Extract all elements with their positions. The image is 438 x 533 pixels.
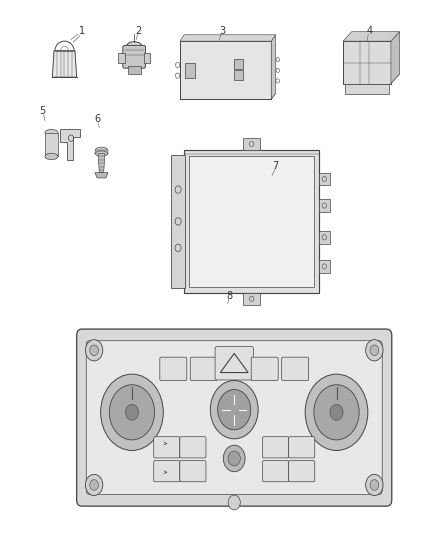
- Bar: [234, 70, 243, 80]
- Bar: [319, 231, 330, 244]
- FancyBboxPatch shape: [190, 357, 217, 381]
- Circle shape: [218, 390, 251, 430]
- Circle shape: [125, 405, 138, 420]
- Circle shape: [85, 340, 103, 361]
- Text: 4: 4: [366, 26, 372, 36]
- Text: 8: 8: [226, 290, 232, 301]
- Polygon shape: [391, 31, 399, 84]
- Polygon shape: [95, 173, 108, 178]
- Bar: [319, 173, 330, 185]
- Circle shape: [90, 480, 99, 490]
- FancyBboxPatch shape: [289, 437, 315, 458]
- Bar: [95, 150, 108, 154]
- Ellipse shape: [95, 147, 108, 152]
- Circle shape: [366, 340, 383, 361]
- FancyBboxPatch shape: [262, 437, 289, 458]
- FancyBboxPatch shape: [154, 437, 180, 458]
- Bar: [171, 155, 185, 288]
- Bar: [184, 150, 319, 293]
- Circle shape: [223, 445, 245, 472]
- Text: 1: 1: [79, 26, 85, 36]
- Circle shape: [370, 345, 379, 356]
- Bar: [189, 156, 314, 287]
- Text: 7: 7: [272, 161, 279, 171]
- Bar: [127, 66, 141, 74]
- FancyBboxPatch shape: [180, 437, 206, 458]
- Circle shape: [101, 374, 163, 450]
- FancyBboxPatch shape: [215, 346, 253, 380]
- Text: 5: 5: [39, 106, 46, 116]
- Text: 6: 6: [94, 114, 100, 124]
- Text: 2: 2: [135, 26, 141, 36]
- FancyBboxPatch shape: [262, 461, 289, 482]
- Text: 3: 3: [219, 26, 226, 36]
- FancyBboxPatch shape: [289, 461, 315, 482]
- Ellipse shape: [95, 151, 108, 156]
- Polygon shape: [271, 35, 276, 100]
- Circle shape: [305, 374, 368, 450]
- Polygon shape: [98, 154, 105, 173]
- Bar: [118, 53, 124, 63]
- Circle shape: [228, 451, 240, 466]
- Circle shape: [85, 474, 103, 496]
- Bar: [243, 293, 260, 305]
- Circle shape: [370, 480, 379, 490]
- FancyBboxPatch shape: [160, 357, 187, 381]
- Polygon shape: [180, 93, 276, 100]
- Circle shape: [110, 385, 155, 440]
- Bar: [234, 59, 243, 69]
- Circle shape: [314, 385, 359, 440]
- Polygon shape: [343, 31, 399, 41]
- FancyBboxPatch shape: [86, 341, 382, 495]
- Ellipse shape: [45, 130, 58, 136]
- Bar: [319, 199, 330, 212]
- Bar: [243, 138, 260, 150]
- FancyBboxPatch shape: [123, 45, 145, 68]
- FancyBboxPatch shape: [154, 461, 180, 482]
- Polygon shape: [52, 51, 77, 77]
- FancyBboxPatch shape: [77, 329, 392, 506]
- Bar: [185, 63, 194, 78]
- Polygon shape: [180, 41, 271, 100]
- FancyBboxPatch shape: [251, 357, 278, 381]
- Bar: [45, 133, 58, 157]
- Circle shape: [330, 405, 343, 420]
- Circle shape: [210, 381, 258, 439]
- FancyBboxPatch shape: [282, 357, 309, 381]
- Polygon shape: [343, 41, 391, 84]
- Polygon shape: [180, 35, 276, 41]
- Bar: [144, 53, 150, 63]
- Ellipse shape: [126, 42, 142, 53]
- Circle shape: [366, 474, 383, 496]
- Polygon shape: [345, 84, 389, 94]
- Polygon shape: [343, 74, 399, 84]
- Circle shape: [228, 495, 240, 510]
- Bar: [319, 260, 330, 273]
- FancyBboxPatch shape: [180, 461, 206, 482]
- Polygon shape: [60, 128, 80, 160]
- Circle shape: [90, 345, 99, 356]
- Ellipse shape: [45, 154, 58, 160]
